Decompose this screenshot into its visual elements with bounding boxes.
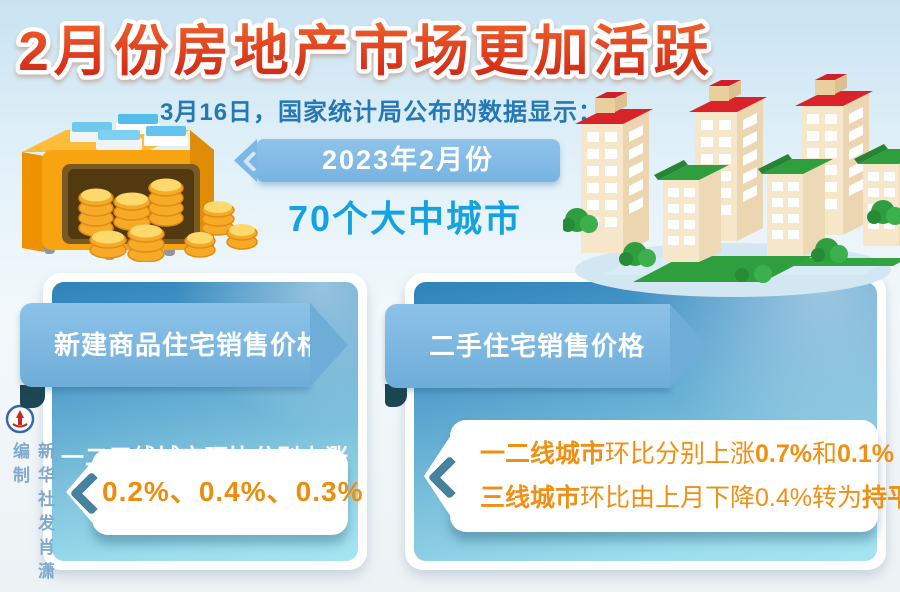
ribbon-fold-right bbox=[385, 384, 407, 407]
ribbon-secondhand-label: 二手住宅销售价格 bbox=[429, 331, 646, 361]
ribbon-fold-left bbox=[20, 385, 45, 408]
money-safe-illustration bbox=[22, 114, 258, 262]
page-title: 2月份房地产市场更加活跃 bbox=[18, 20, 714, 82]
ribbon-new-homes: 新建商品住宅销售价格 bbox=[20, 303, 343, 387]
page-title-svg: 2月份房地产市场更加活跃 bbox=[14, 16, 714, 87]
new-homes-values-bubble: 0.2%、0.4%、0.3% bbox=[69, 449, 364, 535]
subtitle: 3月16日，国家统计局公布的数据显示： bbox=[160, 99, 604, 126]
new-homes-values: 0.2%、0.4%、0.3% bbox=[102, 476, 364, 507]
credit-byline: 新华社发肖潇编制 bbox=[10, 442, 54, 586]
period-badge-label: 2023年2月份 bbox=[321, 145, 495, 175]
secondhand-values-bubble: 一二线城市环比分别上涨0.7%和0.1% 三线城市环比由上月下降0.4%转为持平 bbox=[427, 420, 900, 532]
buildings-illustration bbox=[563, 74, 900, 297]
coin-stack-illustration bbox=[78, 178, 258, 262]
xinhua-logo bbox=[5, 404, 35, 434]
banknote-stacks bbox=[70, 114, 188, 150]
scope-text: 70个大中城市 bbox=[287, 198, 523, 239]
period-badge: 2023年2月份 bbox=[242, 139, 560, 182]
ribbon-new-homes-label: 新建商品住宅销售价格 bbox=[54, 330, 325, 360]
ribbon-secondhand: 二手住宅销售价格 bbox=[385, 304, 703, 388]
secondhand-line-1: 一二线城市环比分别上涨0.7%和0.1% bbox=[480, 440, 895, 468]
secondhand-line-2: 三线城市环比由上月下降0.4%转为持平 bbox=[480, 484, 900, 512]
